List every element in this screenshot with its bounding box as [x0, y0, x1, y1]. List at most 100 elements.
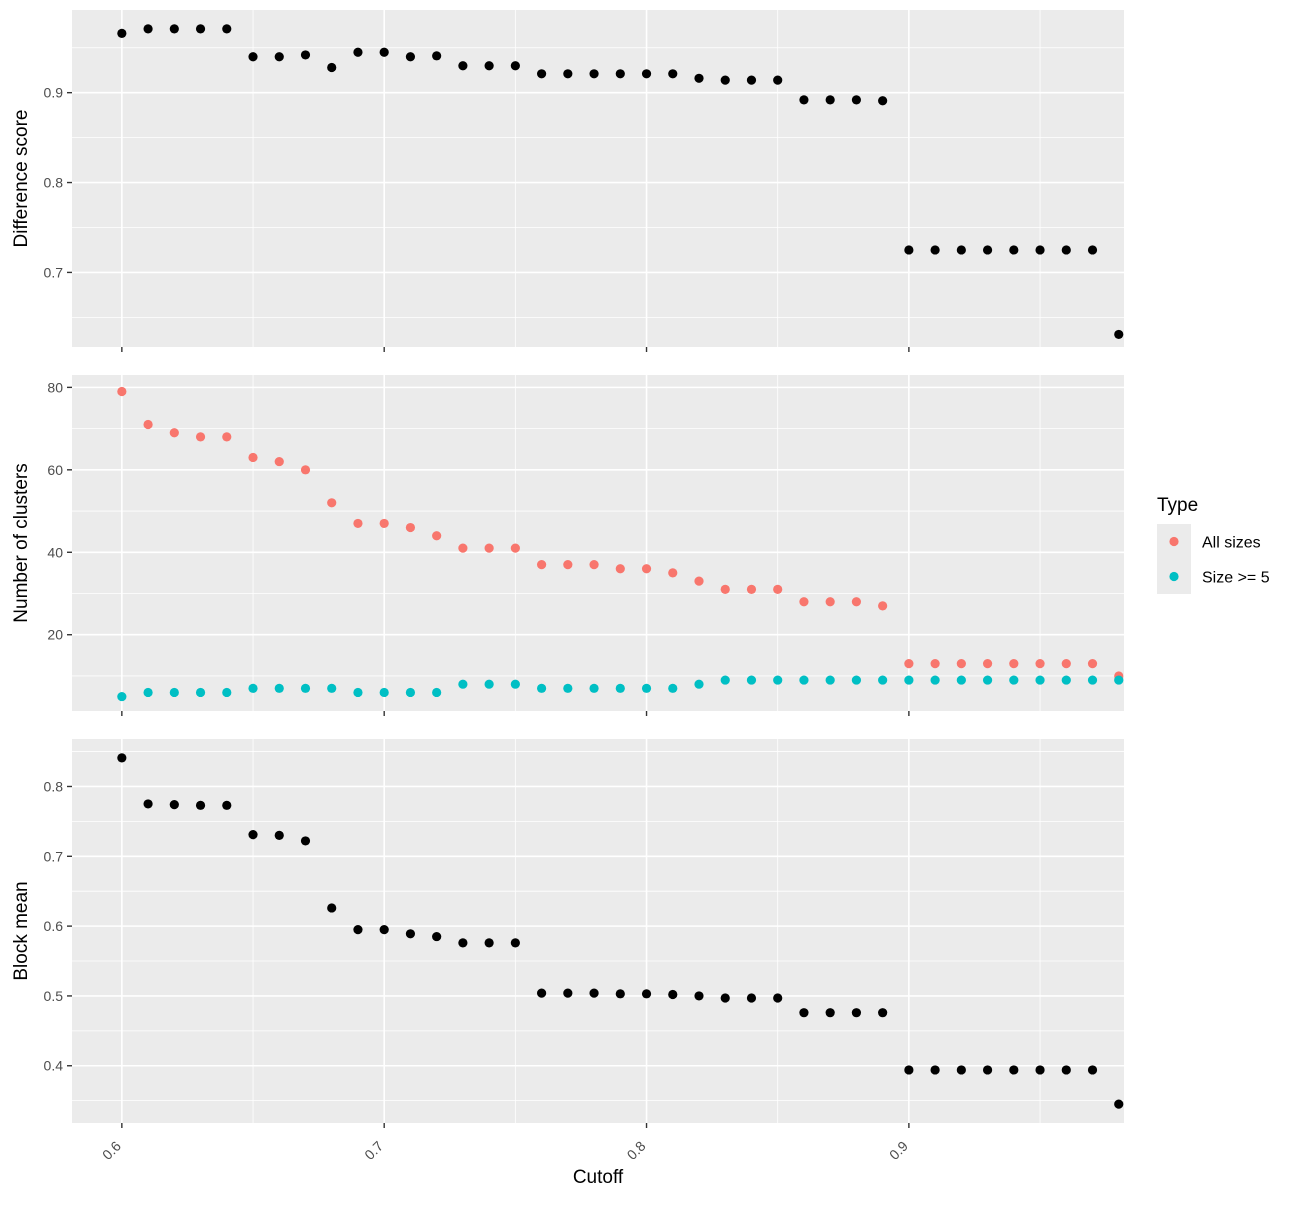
data-point	[773, 675, 783, 685]
data-point	[353, 687, 363, 698]
series-2-points	[117, 675, 1124, 702]
data-point	[300, 50, 311, 60]
data-point	[668, 683, 678, 693]
data-point	[563, 69, 573, 79]
data-point	[510, 61, 520, 71]
data-point	[1009, 675, 1019, 685]
data-point	[982, 675, 993, 685]
data-point	[615, 564, 625, 574]
data-point	[746, 584, 757, 594]
data-point	[274, 830, 284, 840]
data-point	[1061, 675, 1071, 685]
data-point	[799, 1008, 809, 1018]
data-point	[720, 993, 730, 1003]
data-point	[405, 522, 416, 533]
x-tick-label: 0.7	[361, 1138, 386, 1163]
data-point	[248, 452, 258, 463]
y-tick-label: 40	[47, 544, 63, 560]
data-point	[694, 73, 704, 83]
data-point	[432, 687, 442, 698]
data-point	[248, 683, 258, 693]
y-tick-label: 0.9	[44, 85, 64, 101]
data-point	[930, 675, 940, 685]
data-point	[117, 691, 127, 702]
data-point	[327, 498, 337, 508]
data-point	[327, 62, 337, 73]
data-point	[143, 799, 153, 809]
data-point	[825, 675, 835, 685]
legend-title: Type	[1157, 495, 1198, 516]
series-1-points	[117, 753, 1124, 1109]
data-point	[694, 679, 704, 689]
data-point	[746, 675, 757, 685]
data-point	[143, 24, 153, 34]
data-point	[589, 683, 599, 693]
data-point	[458, 61, 468, 71]
data-point	[536, 988, 547, 998]
data-point	[222, 432, 232, 442]
data-point	[825, 1008, 835, 1018]
data-point	[1035, 658, 1045, 669]
data-point	[248, 52, 258, 62]
x-tick-label: 0.9	[886, 1138, 911, 1163]
data-point	[930, 658, 940, 669]
panel-background	[72, 10, 1124, 347]
data-point	[1035, 1065, 1045, 1075]
data-point	[379, 47, 389, 57]
data-point	[904, 1065, 914, 1075]
data-point	[484, 61, 494, 71]
panels-layer: 0.7 0.8 0.9 Difference score 20 40 60 80 Number …	[11, 10, 1124, 1163]
data-point	[956, 245, 966, 255]
data-point	[510, 543, 520, 553]
data-point	[327, 903, 337, 913]
legend-key-point	[1169, 571, 1179, 582]
data-point	[641, 683, 652, 693]
data-point	[169, 687, 179, 698]
data-point	[799, 597, 809, 607]
data-point	[195, 24, 206, 34]
data-point	[746, 993, 757, 1003]
data-point	[720, 584, 730, 594]
data-point	[1114, 1099, 1124, 1109]
data-point	[1009, 1065, 1019, 1075]
y-tick-label: 0.8	[44, 175, 64, 191]
data-point	[773, 993, 783, 1003]
data-point	[169, 24, 179, 34]
data-point	[117, 753, 127, 763]
data-point	[825, 597, 835, 607]
data-point	[195, 687, 206, 698]
y-tick-label: 0.5	[44, 988, 64, 1004]
data-point	[1114, 329, 1124, 340]
data-point	[169, 800, 179, 810]
panel-1: 0.7 0.8 0.9 Difference score	[11, 10, 1124, 352]
y-tick-label: 0.7	[44, 848, 64, 864]
data-point	[117, 28, 127, 38]
data-point	[615, 989, 625, 999]
legend-label: All sizes	[1202, 535, 1261, 552]
data-point	[668, 69, 678, 79]
data-point	[563, 683, 573, 693]
data-point	[1087, 675, 1098, 685]
data-point	[851, 1008, 862, 1018]
data-point	[615, 69, 625, 79]
data-point	[1061, 245, 1071, 255]
data-point	[720, 675, 730, 685]
data-point	[904, 658, 914, 669]
data-point	[694, 991, 704, 1001]
data-point	[300, 683, 311, 693]
y-tick-label: 60	[47, 462, 63, 478]
panel-background	[72, 375, 1124, 711]
legend-items: All sizes Size >= 5	[1157, 524, 1270, 594]
data-point	[300, 836, 311, 846]
data-point	[536, 69, 547, 79]
legend: Type All sizes Size >= 5	[1157, 495, 1270, 594]
data-point	[641, 69, 652, 79]
data-point	[248, 830, 258, 840]
data-point	[668, 568, 678, 578]
x-tick-label: 0.8	[624, 1138, 649, 1163]
data-point	[641, 989, 652, 999]
data-point	[720, 75, 730, 85]
data-point	[458, 938, 468, 948]
data-point	[1061, 1065, 1071, 1075]
data-point	[878, 601, 888, 611]
